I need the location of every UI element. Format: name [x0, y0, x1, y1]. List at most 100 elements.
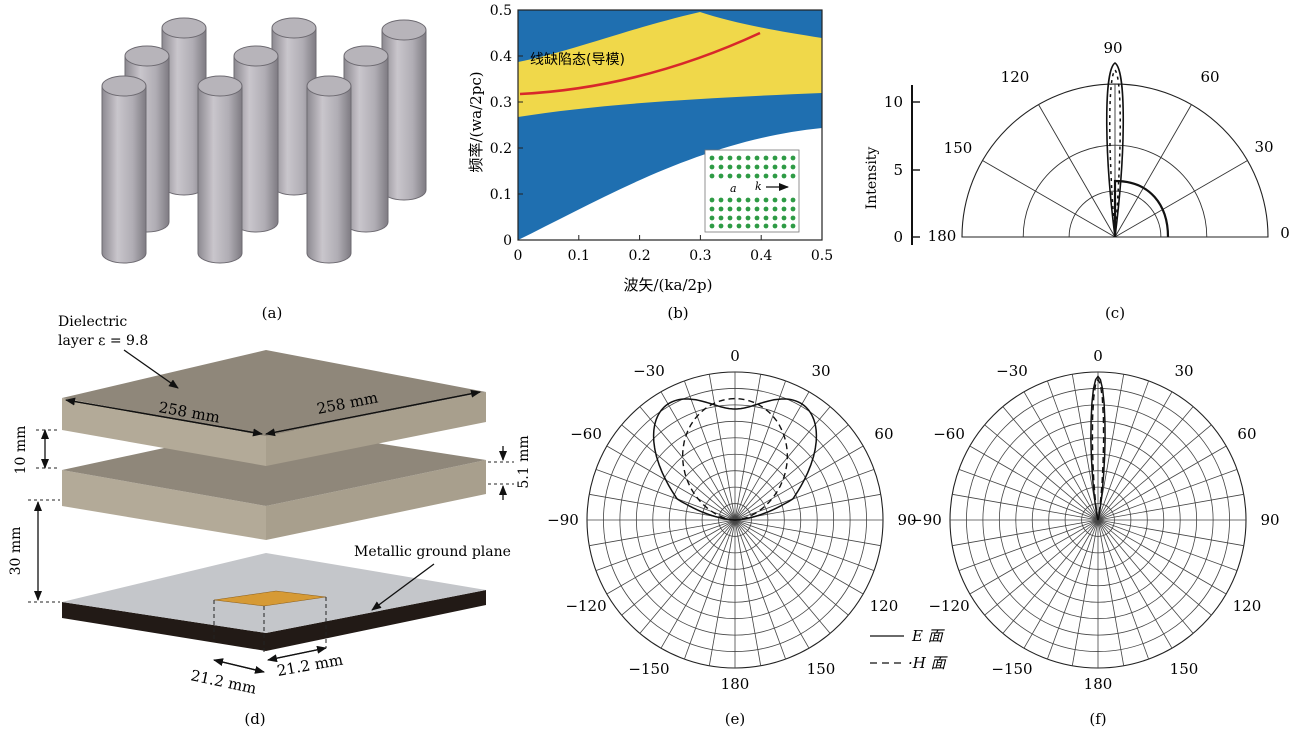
lattice-dot [781, 173, 787, 179]
angle-label: 180 [1084, 675, 1113, 693]
lattice-dot [781, 215, 787, 221]
grid-spoke [1097, 406, 1194, 521]
grid-spoke [734, 445, 864, 521]
lattice-dot [754, 155, 760, 161]
grid-spoke [1097, 519, 1173, 649]
defect-mode-annotation: 线缺陷态(导模) [530, 52, 625, 68]
lattice-dot [754, 206, 760, 212]
x-tick-label: 0 [514, 248, 523, 264]
gap-30-label: 30 mm [8, 527, 24, 576]
grid-spoke [734, 469, 875, 521]
lattice-dot [709, 173, 715, 179]
upper-slab-top [62, 350, 486, 436]
ground-leader-arrow [371, 563, 435, 611]
angle-label: 90 [1103, 39, 1122, 57]
ground-plane-side-right [266, 590, 486, 651]
cylinder [271, 17, 317, 196]
lattice-dot [736, 215, 742, 221]
panel-d-caption: (d) [244, 710, 265, 728]
grid-spoke [1097, 519, 1238, 571]
grid-spoke [606, 445, 736, 521]
grid-spoke [1097, 519, 1149, 660]
angle-label: 150 [1170, 660, 1199, 678]
angle-label: 180 [721, 675, 750, 693]
grid-spoke [1047, 380, 1099, 521]
lattice-dot [709, 215, 715, 221]
grid-spoke [969, 445, 1099, 521]
lattice-dot [718, 197, 724, 203]
lattice-dot [754, 197, 760, 203]
angle-label: −90 [910, 511, 942, 529]
cylinder [233, 45, 279, 233]
x-tick-label: 0.5 [811, 248, 833, 264]
e-plane-pattern [652, 398, 818, 521]
angle-label: 0 [730, 347, 740, 365]
grid-spoke [606, 519, 736, 595]
lattice-dot [709, 197, 715, 203]
grid-spoke [1071, 519, 1099, 666]
lattice-dot [763, 197, 769, 203]
angle-label: 120 [1233, 597, 1262, 615]
lattice-dot [763, 155, 769, 161]
lattice-dot [736, 164, 742, 170]
lattice-dot [781, 206, 787, 212]
grid-spoke [734, 406, 831, 521]
angle-label: −150 [628, 660, 669, 678]
x-tick-label: 0.4 [750, 248, 772, 264]
dielectric-leader-arrow [123, 349, 179, 389]
band-x-axis-label: 波矢/(ka/2p) [624, 276, 713, 294]
y-tick-label: 0.2 [490, 141, 512, 157]
lattice-inset: a k [704, 149, 800, 233]
angle-label: 30 [1254, 138, 1273, 156]
y-tick-label: 0.5 [490, 3, 512, 19]
intensity-axis-label: Intensity [864, 147, 880, 210]
grid-spoke [734, 519, 831, 634]
inset-label-a: a [730, 182, 737, 195]
lattice-dot [754, 164, 760, 170]
ground-plane-label: Metallic ground plane [354, 544, 511, 560]
patch-dim-arrow-left-b [213, 658, 265, 673]
grid-spoke [1097, 519, 1244, 547]
lattice-dot [718, 155, 724, 161]
lattice-dot [781, 164, 787, 170]
grid-spoke [1097, 445, 1227, 521]
lattice-dot [763, 223, 769, 229]
lattice-dot [754, 215, 760, 221]
cylinder [197, 75, 243, 264]
grid-spoke [1097, 519, 1194, 634]
dim-258-left-arrow-b [65, 397, 263, 435]
grid-spoke [660, 391, 736, 521]
grid-spoke [589, 519, 736, 547]
lattice-dot [745, 215, 751, 221]
lattice-dot [763, 215, 769, 221]
panel-e-caption: (e) [725, 710, 746, 728]
lattice-dot [718, 173, 724, 179]
grid-spoke [734, 519, 786, 660]
main-lobe-dotted [1109, 68, 1121, 238]
band-plot-frame [517, 9, 823, 241]
thickness-5-1-label: 5.1 mm [516, 435, 532, 488]
outer-ring [961, 83, 1269, 238]
grid-spoke [1097, 391, 1173, 521]
grid-spoke [708, 374, 736, 521]
grid-spoke [639, 519, 736, 634]
lattice-dot [745, 164, 751, 170]
lattice-dot [754, 223, 760, 229]
radial-spoke [982, 160, 1116, 238]
angle-label: 90 [897, 511, 916, 529]
panel-a-caption: (a) [262, 304, 283, 322]
grid-spoke [734, 391, 810, 521]
broad-lobe [1113, 179, 1170, 238]
inset-label-k: k [755, 180, 762, 193]
cylinder [306, 75, 352, 264]
lattice-dot [709, 223, 715, 229]
angle-label: 30 [1174, 362, 1193, 380]
grid-spoke [621, 424, 736, 521]
cylinder [101, 75, 147, 264]
grid-spoke [1023, 519, 1099, 649]
lattice-dot [736, 155, 742, 161]
grid-spoke [734, 380, 786, 521]
radial-spoke [1114, 160, 1248, 238]
grid-spoke [1023, 391, 1099, 521]
grid-spoke [639, 406, 736, 521]
